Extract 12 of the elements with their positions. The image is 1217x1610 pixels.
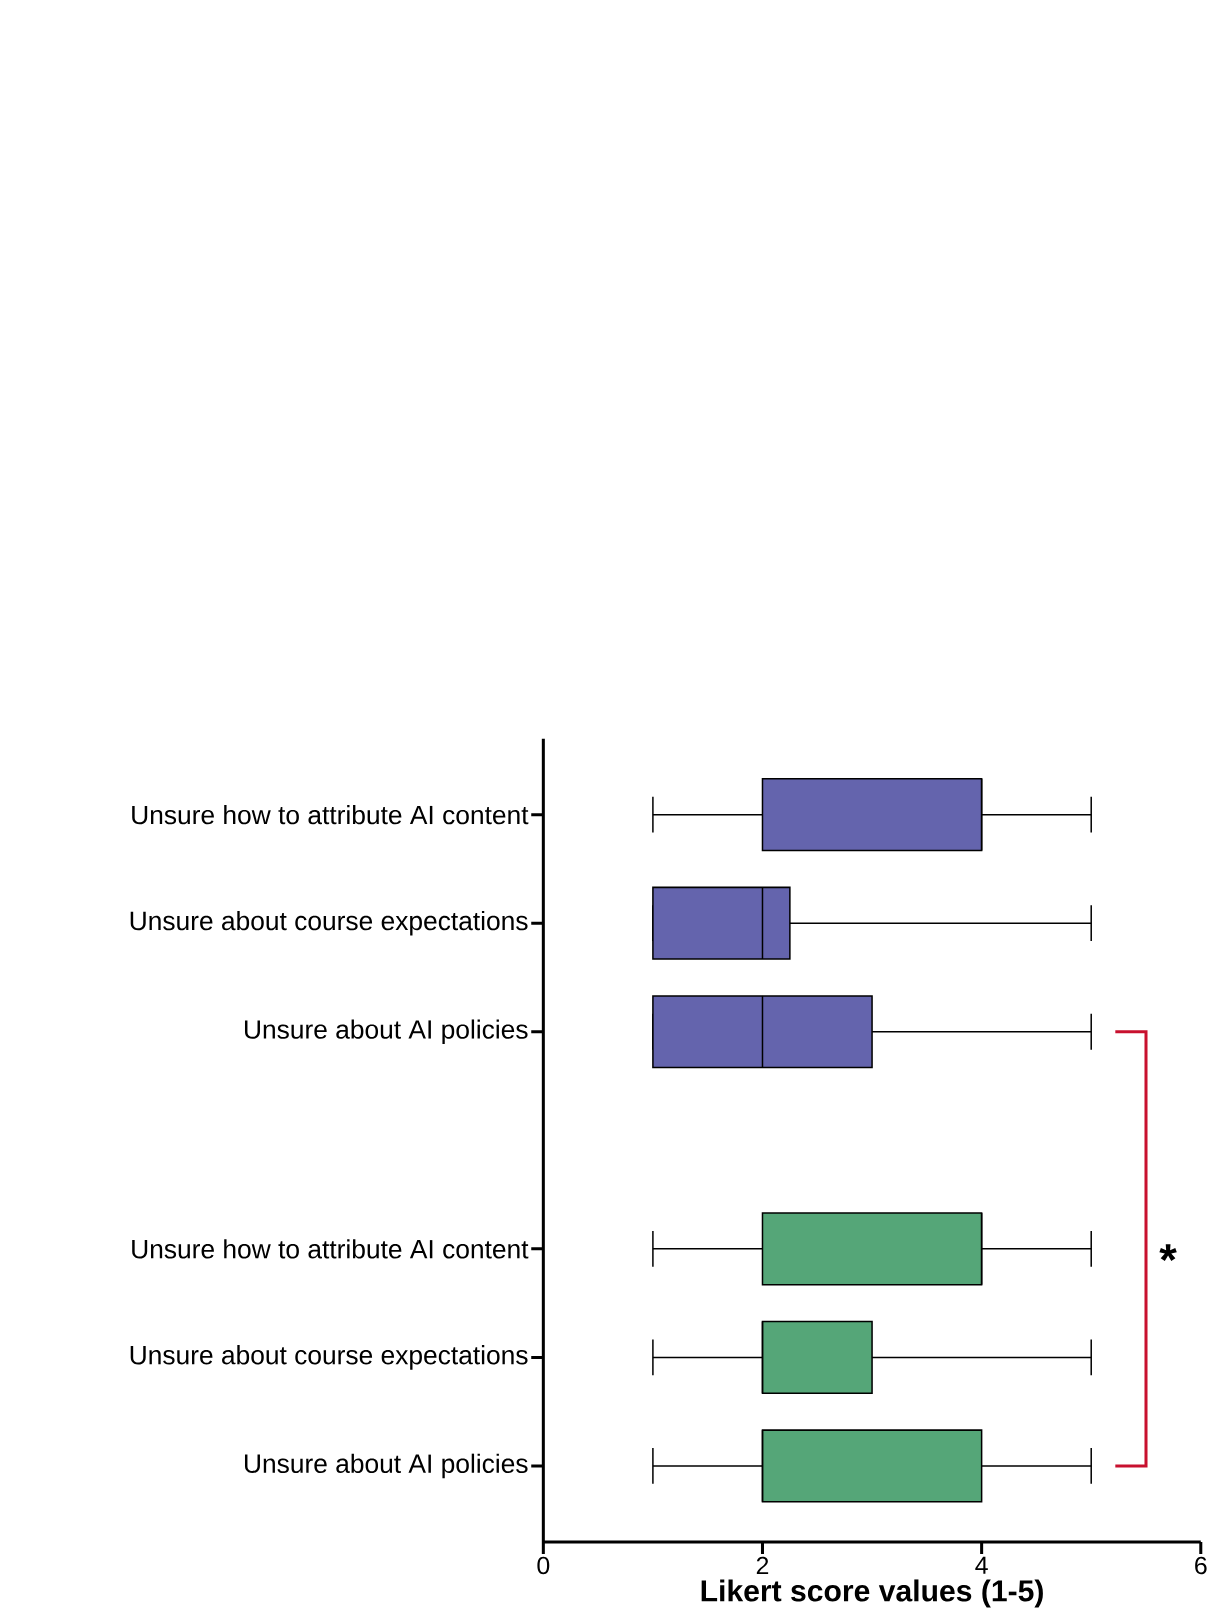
y-tick-label: Unsure about AI policies	[245, 1453, 528, 1479]
x-tick-label: 6	[1195, 1556, 1207, 1575]
x-tick-label: 2	[757, 1556, 769, 1575]
y-tick-label: Unsure about course expectations	[130, 910, 528, 936]
annotation: *	[1159, 1244, 1177, 1261]
y-tick-label: Unsure how to attribute AI content	[132, 1239, 529, 1259]
x-tick-label: 4	[975, 1556, 988, 1574]
y-tick-label: Unsure about course expectations	[130, 1345, 528, 1370]
y-tick-label: Unsure how to attribute AI content	[132, 804, 529, 825]
y-tick-label: Unsure about AI policies	[245, 1019, 528, 1045]
x-axis-title: Likert score values (1-5)	[701, 1579, 1044, 1608]
x-tick-label: 0	[537, 1556, 550, 1575]
